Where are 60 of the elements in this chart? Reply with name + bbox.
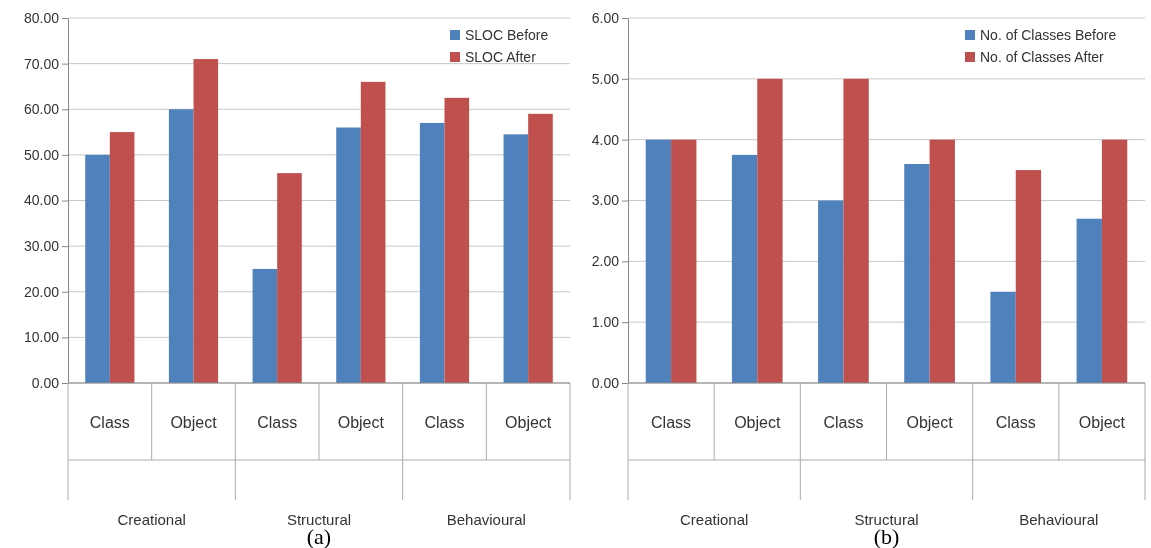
text: Creational [117, 511, 186, 528]
bar [929, 139, 955, 383]
bar [503, 134, 529, 383]
x-tick-label: Class [651, 414, 692, 431]
x-tick-label: Class [823, 414, 864, 431]
y-tick-label: 20.00 [23, 283, 60, 300]
y-tick-label: 60.00 [23, 101, 60, 118]
x-tick-label: Object [1078, 414, 1126, 431]
y-tick-label: 5.00 [591, 70, 620, 87]
bar [671, 139, 697, 383]
y-tick-label: 0.00 [31, 374, 60, 391]
x-tick-label: Class [995, 414, 1036, 431]
bar [277, 173, 302, 383]
x-tick-label: Class [424, 414, 465, 431]
bar [818, 200, 844, 383]
y-tick-label: 3.00 [591, 192, 620, 209]
bar [168, 109, 194, 383]
y-tick-label: 1.00 [591, 314, 620, 331]
y-tick-label: 30.00 [23, 238, 60, 255]
y-tick-label: 80.00 [23, 9, 60, 26]
bar [252, 268, 278, 383]
bar [193, 59, 219, 383]
x-tick-label: Object [906, 414, 954, 431]
x-tick-label: Object [170, 414, 218, 431]
legend-label: SLOC After [465, 49, 537, 65]
bar [904, 164, 930, 383]
bar [109, 132, 135, 383]
x-tick-label: Class [257, 414, 298, 431]
bar [85, 154, 110, 383]
y-tick-label: 2.00 [591, 253, 620, 270]
bar [1015, 170, 1042, 383]
text: Behavioural [446, 511, 526, 528]
bar [731, 154, 758, 383]
legend-label: No. of Classes After [980, 49, 1105, 65]
bar [645, 139, 672, 383]
y-tick-label: 40.00 [23, 192, 60, 209]
bar [843, 78, 869, 383]
y-tick-label: 10.00 [23, 329, 60, 346]
text: Behavioural [1019, 511, 1099, 528]
bar [528, 113, 553, 383]
x-tick-label: Class [89, 414, 130, 431]
y-tick-label: 70.00 [23, 55, 60, 72]
bar [1076, 218, 1102, 383]
x-tick-label: Object [337, 414, 385, 431]
text: Creational [679, 511, 749, 528]
y-tick-label: 50.00 [23, 146, 60, 163]
y-tick-label: 0.00 [591, 374, 620, 391]
bar [444, 97, 470, 383]
x-tick-label: Object [734, 414, 781, 431]
y-tick-label: 4.00 [591, 131, 620, 148]
x-tick-label: Object [505, 414, 552, 431]
bar [1101, 139, 1128, 383]
bar [336, 127, 361, 383]
bar [757, 78, 783, 383]
bar [419, 122, 445, 383]
bar [990, 291, 1016, 383]
bar [360, 81, 386, 383]
legend-label: SLOC Before [465, 27, 549, 43]
legend-label: No. of Classes Before [980, 27, 1117, 43]
y-tick-label: 6.00 [591, 9, 620, 26]
